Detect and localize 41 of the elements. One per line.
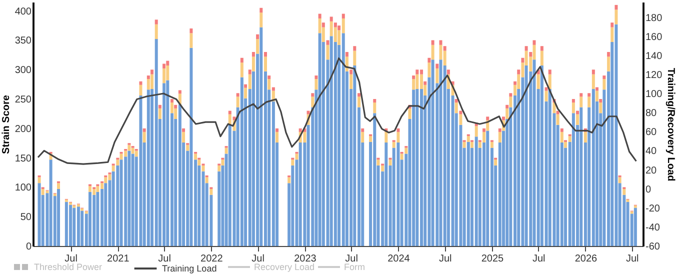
text: Recovery Load <box>254 262 315 272</box>
y2-axis-title: Training/Recovery Load <box>665 68 676 182</box>
y2-tick-label: 120 <box>646 70 663 81</box>
x-tick-label: 2025 <box>481 254 504 264</box>
y-tick-label: 300 <box>14 65 32 76</box>
y-axis-title: Strain Score <box>0 94 12 154</box>
y2-tick-label: -40 <box>646 222 660 234</box>
y-tick-label: 400 <box>14 6 32 18</box>
text: Form <box>344 262 365 272</box>
x-tick-label: Jul <box>626 254 639 264</box>
y2-tick-label: 60 <box>646 127 658 138</box>
y2-tick-label: -20 <box>646 203 660 214</box>
text: Threshold Power <box>34 262 102 272</box>
y2-tick-label: 180 <box>646 12 663 24</box>
x-tick-label: 2021 <box>107 254 130 264</box>
y-tick-label: 100 <box>14 182 32 194</box>
y2-tick-label: 40 <box>646 146 658 158</box>
x-tick-label: Jul <box>252 254 264 264</box>
y2-tick-label: 160 <box>646 32 663 43</box>
x-tick-label: 2026 <box>574 254 598 264</box>
x-tick-label: Jul <box>532 254 546 264</box>
x-tick-label: Jul <box>438 254 452 264</box>
y2-tick-label: -60 <box>646 242 660 252</box>
y-tick-label: 0 <box>26 242 32 252</box>
y-tick-label: 250 <box>14 94 32 106</box>
y2-tick-label: 0 <box>646 184 652 196</box>
x-tick-label: Jul <box>158 254 171 264</box>
y2-tick-label: 20 <box>646 165 658 176</box>
y2-tick-label: 140 <box>646 50 663 62</box>
x-tick-label: Jul <box>345 254 358 264</box>
x-tick-label: Jul <box>64 254 78 264</box>
y-tick-label: 150 <box>14 153 32 164</box>
y2-tick-label: 80 <box>646 108 658 120</box>
x-tick-label: 2024 <box>388 254 410 264</box>
y2-tick-label: 100 <box>646 89 663 100</box>
y-tick-label: 200 <box>14 124 32 135</box>
x-tick-label: 2023 <box>294 254 317 264</box>
legend-label: Training Load <box>162 264 217 274</box>
y-tick-label: 50 <box>20 212 32 224</box>
y-tick-label: 350 <box>14 36 32 47</box>
x-tick-label: 2022 <box>200 254 224 264</box>
